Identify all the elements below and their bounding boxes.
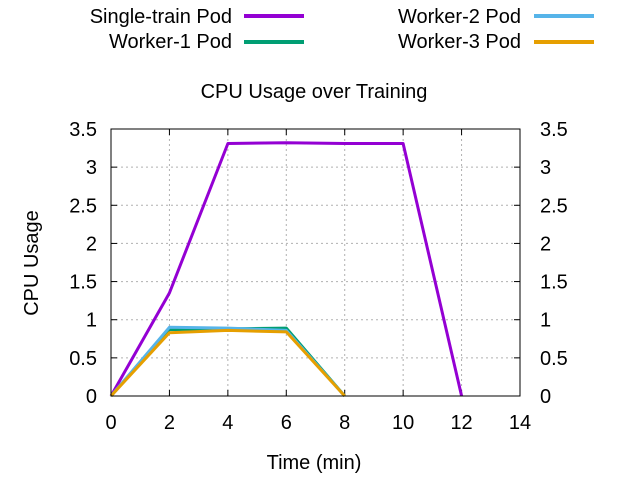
x-tick-label: 2 — [164, 412, 175, 434]
x-tick-label: 4 — [222, 412, 233, 434]
y2-tick-label: 3 — [540, 157, 551, 179]
y-tick-label: 3 — [86, 157, 97, 179]
y-tick-label: 0 — [86, 386, 97, 408]
y-tick-label: 3.5 — [69, 119, 97, 141]
legend-label-worker-3: Worker-3 Pod — [398, 31, 521, 53]
x-tick-label: 6 — [281, 412, 292, 434]
x-tick-label: 12 — [450, 412, 472, 434]
series-lines — [109, 141, 464, 398]
y-tick-label: 2.5 — [69, 195, 97, 217]
x-tick-label: 14 — [509, 412, 531, 434]
series-line-worker-3-pod — [109, 328, 346, 398]
legend: Single-train Pod Worker-1 Pod Worker-2 P… — [90, 6, 594, 53]
legend-label-worker-2: Worker-2 Pod — [398, 6, 521, 28]
x-tick-labels: 0 2 4 6 8 10 12 14 — [105, 412, 531, 434]
y-tick-label: 2 — [86, 233, 97, 255]
y-tick-label: 0.5 — [69, 348, 97, 370]
y2-tick-labels: 0 0.5 1 1.5 2 2.5 3 3.5 — [540, 119, 568, 408]
y-tick-label: 1 — [86, 310, 97, 332]
y-tick-label: 1.5 — [69, 272, 97, 294]
legend-label-single-train: Single-train Pod — [90, 6, 232, 28]
y2-tick-label: 0 — [540, 386, 551, 408]
y2-tick-label: 0.5 — [540, 348, 568, 370]
chart-title: CPU Usage over Training — [201, 81, 428, 103]
y2-tick-label: 1 — [540, 310, 551, 332]
series-line-single-train-pod — [109, 141, 464, 397]
grid — [111, 129, 520, 396]
legend-label-worker-1: Worker-1 Pod — [109, 31, 232, 53]
plot-frame — [110, 128, 521, 397]
y2-tick-label: 1.5 — [540, 272, 568, 294]
x-axis-label: Time (min) — [267, 452, 362, 474]
y2-tick-label: 3.5 — [540, 119, 568, 141]
y-axis-label: CPU Usage — [21, 210, 43, 316]
x-tick-label: 8 — [339, 412, 350, 434]
y2-tick-label: 2 — [540, 233, 551, 255]
x-tick-label: 10 — [392, 412, 414, 434]
x-tick-label: 0 — [105, 412, 116, 434]
y-tick-labels: 0 0.5 1 1.5 2 2.5 3 3.5 — [69, 119, 97, 408]
y2-tick-label: 2.5 — [540, 195, 568, 217]
axis-ticks — [110, 128, 521, 397]
